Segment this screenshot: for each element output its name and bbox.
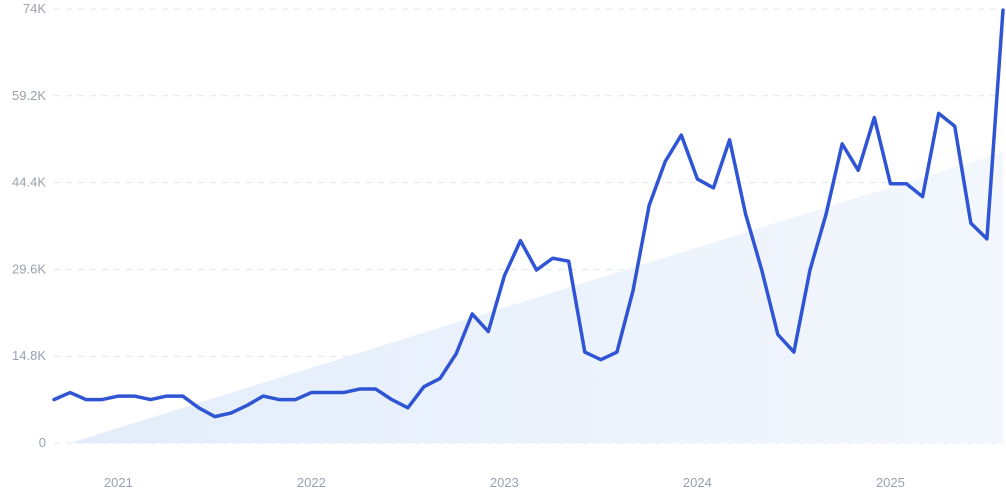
data-point[interactable] <box>999 6 1006 14</box>
data-point[interactable] <box>919 193 927 201</box>
data-point[interactable] <box>854 166 862 174</box>
data-point[interactable] <box>902 180 910 188</box>
data-point[interactable] <box>82 396 90 404</box>
data-point[interactable] <box>597 356 605 364</box>
data-point[interactable] <box>468 310 476 318</box>
data-point[interactable] <box>211 413 219 421</box>
trend-area <box>70 152 1004 443</box>
y-tick-label: 14.8K <box>12 348 46 363</box>
y-tick-label: 59.2K <box>12 88 46 103</box>
data-point[interactable] <box>98 396 106 404</box>
data-point[interactable] <box>629 287 637 295</box>
x-tick-label: 2021 <box>104 475 133 490</box>
data-point[interactable] <box>307 389 315 397</box>
data-point[interactable] <box>967 219 975 227</box>
x-axis: 2021 2022 2023 2024 2025 <box>104 475 905 490</box>
data-point[interactable] <box>323 389 331 397</box>
data-point[interactable] <box>822 210 830 218</box>
data-point[interactable] <box>951 122 959 130</box>
data-point[interactable] <box>886 180 894 188</box>
data-point[interactable] <box>645 201 653 209</box>
data-point[interactable] <box>935 109 943 117</box>
data-point[interactable] <box>356 385 364 393</box>
data-point[interactable] <box>50 396 58 404</box>
data-point[interactable] <box>227 409 235 417</box>
data-point[interactable] <box>130 392 138 400</box>
data-point[interactable] <box>66 389 74 397</box>
data-point[interactable] <box>661 157 669 165</box>
data-point[interactable] <box>983 235 991 243</box>
data-point[interactable] <box>195 404 203 412</box>
data-point[interactable] <box>147 396 155 404</box>
data-point[interactable] <box>114 392 122 400</box>
y-tick-label: 74K <box>23 1 46 16</box>
series-layer <box>50 6 1006 421</box>
x-tick-label: 2022 <box>297 475 326 490</box>
data-point[interactable] <box>163 392 171 400</box>
data-point[interactable] <box>291 396 299 404</box>
data-point[interactable] <box>275 396 283 404</box>
data-point[interactable] <box>484 328 492 336</box>
data-point[interactable] <box>790 348 798 356</box>
data-point[interactable] <box>388 396 396 404</box>
data-point[interactable] <box>452 350 460 358</box>
data-point[interactable] <box>709 184 717 192</box>
y-tick-label: 44.4K <box>12 175 46 190</box>
data-point[interactable] <box>581 348 589 356</box>
data-point[interactable] <box>404 404 412 412</box>
data-point[interactable] <box>806 266 814 274</box>
data-point[interactable] <box>870 114 878 122</box>
data-point[interactable] <box>549 254 557 262</box>
data-point[interactable] <box>259 392 267 400</box>
data-point[interactable] <box>726 136 734 144</box>
data-point[interactable] <box>500 272 508 280</box>
x-tick-label: 2023 <box>490 475 519 490</box>
data-point[interactable] <box>420 383 428 391</box>
data-point[interactable] <box>340 389 348 397</box>
data-point[interactable] <box>179 392 187 400</box>
y-tick-label: 0 <box>39 435 46 450</box>
data-point[interactable] <box>774 331 782 339</box>
data-point[interactable] <box>838 140 846 148</box>
data-point[interactable] <box>693 175 701 183</box>
trend-area-layer <box>70 152 1004 443</box>
data-point[interactable] <box>565 257 573 265</box>
data-point[interactable] <box>243 401 251 409</box>
data-point[interactable] <box>436 374 444 382</box>
data-point[interactable] <box>533 266 541 274</box>
series-line <box>52 8 1005 419</box>
data-point[interactable] <box>742 210 750 218</box>
x-tick-label: 2025 <box>876 475 905 490</box>
data-point[interactable] <box>613 348 621 356</box>
data-point[interactable] <box>758 266 766 274</box>
data-point[interactable] <box>516 237 524 245</box>
y-tick-label: 29.6K <box>12 261 46 276</box>
x-tick-label: 2024 <box>683 475 712 490</box>
y-axis: 0 14.8K 29.6K 44.4K 59.2K 74K <box>12 1 46 450</box>
data-point[interactable] <box>677 131 685 139</box>
data-point[interactable] <box>372 385 380 393</box>
